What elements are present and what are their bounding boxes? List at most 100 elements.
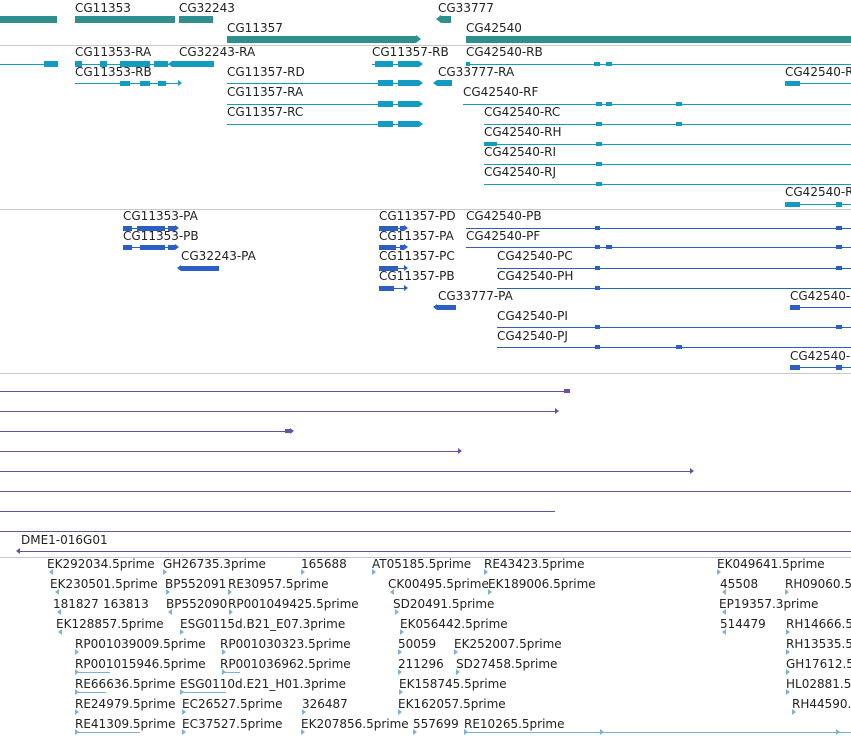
exon-block: [790, 305, 800, 310]
arrow-left-icon: [49, 569, 53, 575]
intron-line: [227, 104, 419, 105]
gene-track: CG11353 CG32243 CG11357 CG33777 CG42540: [0, 0, 851, 44]
feature-label: RE10265.5prime: [464, 717, 565, 731]
feature-label: 45508: [720, 577, 759, 591]
arrow-right-icon: [404, 244, 408, 250]
arrow-right-icon: [836, 729, 840, 735]
arrow-right-icon: [372, 569, 376, 575]
exon-block: [790, 365, 800, 370]
feature-label: RE41309.5prime: [75, 717, 176, 731]
feature-label: 557699: [413, 717, 459, 731]
feature-label: CG42540-R: [785, 185, 851, 199]
exon-block: [44, 61, 58, 67]
feature-label: EK252007.5prime: [454, 637, 562, 651]
exon-block: [437, 80, 452, 86]
arrow-right-icon: [419, 80, 423, 86]
intron-line: [466, 64, 851, 65]
intron-line: [484, 184, 851, 185]
intron-line: [222, 672, 240, 673]
arrow-right-icon: [398, 649, 402, 655]
feature-label: 514479: [720, 617, 766, 631]
est-track: EK292034.5prime GH26735.3prime 165688 AT051…: [0, 558, 851, 741]
feature-label: HL02881.5: [786, 677, 851, 691]
arrow-right-icon: [413, 729, 417, 735]
exon-block: [595, 245, 600, 249]
feature-label: CG32243-PA: [181, 249, 256, 263]
arrow-left-icon: [436, 15, 441, 23]
exon-block: [400, 226, 404, 231]
intron-line: [484, 144, 851, 145]
exon-block: [606, 102, 612, 106]
feature-label: CG42540-: [790, 289, 851, 303]
exon-block: [379, 226, 398, 231]
intron-line: [497, 327, 851, 328]
intron-line: [75, 672, 110, 673]
arrow-right-icon: [786, 669, 790, 675]
exon-block: [836, 245, 842, 249]
arrow-right-icon: [228, 589, 232, 595]
arrow-right-icon: [458, 448, 462, 454]
arrow-right-icon: [419, 61, 423, 67]
feature-label: EC26527.5prime: [182, 697, 283, 711]
intron-line: [227, 83, 419, 84]
intron-line: [484, 124, 851, 125]
arrow-left-icon: [433, 80, 437, 86]
track-divider: [0, 557, 851, 558]
exon-block: [120, 61, 150, 67]
exon-block: [441, 16, 451, 23]
intron-line: [484, 164, 851, 165]
exon-block: [606, 245, 612, 249]
feature-label: RP001015946.5prime: [75, 657, 206, 671]
intron-line: [497, 268, 851, 269]
feature-label: CG42540: [466, 21, 522, 35]
feature-label: RE66636.5prime: [75, 677, 176, 691]
intron-line: [0, 451, 458, 452]
exon-block: [484, 142, 497, 146]
intron-line: [0, 491, 851, 492]
arrow-right-icon: [484, 569, 488, 575]
intron-line: [0, 471, 690, 472]
exon-block: [123, 226, 132, 231]
feature-label: ESG0110d.E21_H01.3prime: [180, 677, 347, 691]
exon-block: [285, 429, 291, 433]
arrow-right-icon: [786, 629, 790, 635]
exon-block: [595, 325, 600, 329]
arrow-right-icon: [399, 689, 403, 695]
feature-label: 181827: [53, 597, 99, 611]
intron-line: [0, 431, 290, 432]
exon-block: [785, 81, 800, 86]
exon-block: [596, 142, 602, 146]
exon-block: [595, 226, 600, 230]
feature-label: EK292034.5prime: [47, 557, 155, 571]
feature-label: CG33777: [438, 1, 494, 15]
arrow-right-icon: [180, 629, 184, 635]
feature-label: CG42540-PC: [497, 249, 573, 263]
exon-block: [836, 266, 842, 270]
feature-label: RH44590.: [792, 697, 851, 711]
feature-label: EK128857.5prime: [56, 617, 164, 631]
track-divider: [0, 373, 851, 374]
arrow-right-icon: [792, 709, 796, 715]
feature-label: RH14666.5: [786, 617, 851, 631]
feature-label: 50059: [398, 637, 437, 651]
intron-line: [785, 83, 851, 84]
intron-line: [497, 288, 851, 289]
feature-label: 326487: [302, 697, 348, 711]
feature-label: BP552090: [166, 597, 228, 611]
arrow-right-icon: [395, 609, 399, 615]
feature-label: CG42540-PH: [497, 269, 574, 283]
feature-label: BP552091: [165, 577, 227, 591]
feature-label: RP001030323.5prime: [220, 637, 351, 651]
intron-line: [0, 531, 851, 532]
exon-block: [0, 16, 57, 23]
intron-line: [785, 204, 851, 205]
feature-label: CG42540-: [790, 349, 851, 363]
feature-label: CG11357-PC: [379, 249, 455, 263]
arrow-right-icon: [290, 428, 294, 434]
feature-label: CG33777-RA: [438, 65, 515, 79]
exon-block: [466, 62, 470, 66]
feature-label: CG42540-RH: [484, 125, 562, 139]
arrow-right-icon: [182, 709, 186, 715]
exon-block: [596, 162, 602, 166]
